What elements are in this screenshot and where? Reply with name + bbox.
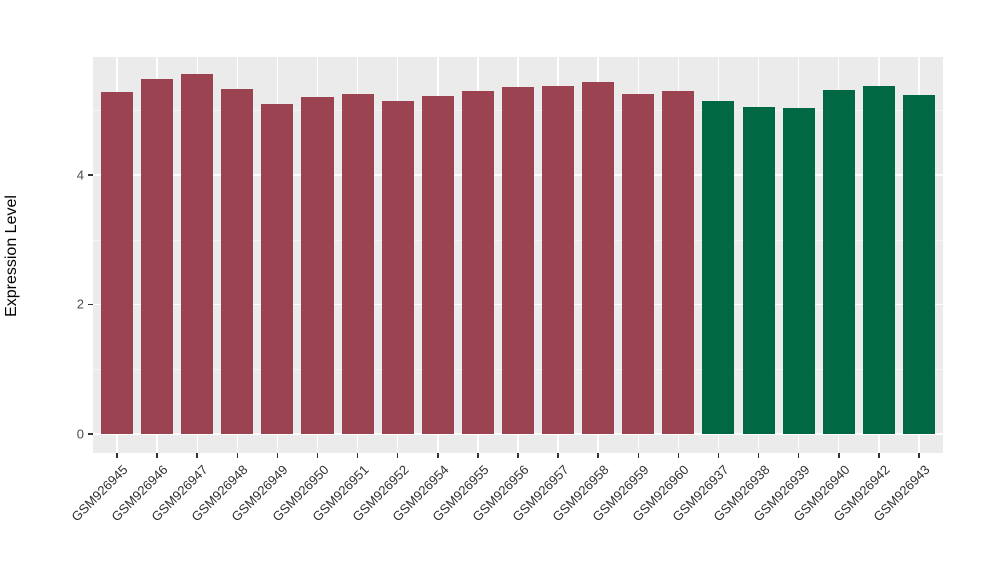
x-tick-mark-GSM926955 bbox=[477, 453, 479, 458]
bar-GSM926949 bbox=[261, 103, 294, 434]
bar-GSM926959 bbox=[622, 93, 655, 434]
y-axis-title: Expression Level bbox=[3, 195, 20, 317]
bar-GSM926947 bbox=[181, 74, 214, 434]
bar-GSM926951 bbox=[341, 93, 374, 434]
x-tick-mark-GSM926957 bbox=[557, 453, 559, 458]
x-tick-mark-GSM926959 bbox=[637, 453, 640, 458]
y-tick-mark-2 bbox=[88, 303, 93, 306]
x-tick-mark-GSM926939 bbox=[797, 453, 800, 458]
y-tick-label-2: 2 bbox=[76, 296, 84, 312]
bar-GSM926943 bbox=[902, 94, 935, 434]
x-tick-mark-GSM926952 bbox=[396, 453, 399, 458]
bar-GSM926939 bbox=[782, 108, 815, 434]
x-tick-mark-GSM926949 bbox=[276, 453, 279, 458]
bar-GSM926960 bbox=[662, 90, 695, 434]
x-tick-mark-GSM926947 bbox=[196, 453, 198, 458]
x-tick-mark-GSM926954 bbox=[437, 453, 439, 458]
bar-GSM926955 bbox=[461, 91, 494, 434]
y-tick-label-0: 0 bbox=[76, 426, 84, 442]
x-tick-mark-GSM926956 bbox=[517, 453, 519, 458]
x-tick-mark-GSM926940 bbox=[838, 453, 840, 458]
bar-GSM926957 bbox=[542, 86, 575, 434]
y-tick-mark-4 bbox=[88, 174, 93, 176]
bar-GSM926937 bbox=[702, 101, 735, 434]
y-tick-label-4: 4 bbox=[76, 167, 84, 183]
x-tick-mark-GSM926943 bbox=[918, 453, 920, 458]
bar-GSM926942 bbox=[862, 86, 895, 434]
x-tick-mark-GSM926958 bbox=[597, 453, 599, 458]
bar-GSM926958 bbox=[582, 82, 615, 434]
x-tick-mark-GSM926945 bbox=[116, 453, 118, 458]
x-tick-mark-GSM926938 bbox=[757, 453, 760, 458]
y-tick-mark-0 bbox=[88, 433, 93, 435]
x-tick-mark-GSM926950 bbox=[316, 453, 319, 458]
bar-GSM926954 bbox=[421, 95, 454, 434]
bar-GSM926948 bbox=[221, 89, 254, 434]
x-tick-mark-GSM926951 bbox=[356, 453, 359, 458]
bar-GSM926950 bbox=[301, 97, 334, 434]
plot-panel bbox=[93, 57, 943, 453]
x-tick-mark-GSM926960 bbox=[677, 453, 680, 458]
bar-GSM926956 bbox=[501, 87, 535, 434]
x-tick-mark-GSM926946 bbox=[156, 453, 158, 458]
bar-GSM926946 bbox=[141, 79, 174, 434]
x-tick-mark-GSM926942 bbox=[878, 453, 880, 458]
x-tick-mark-GSM926948 bbox=[236, 453, 239, 458]
bar-GSM926952 bbox=[381, 101, 414, 434]
bar-GSM926938 bbox=[742, 106, 775, 434]
x-tick-mark-GSM926937 bbox=[717, 453, 720, 458]
bar-GSM926940 bbox=[822, 90, 855, 434]
bar-GSM926945 bbox=[101, 91, 134, 434]
